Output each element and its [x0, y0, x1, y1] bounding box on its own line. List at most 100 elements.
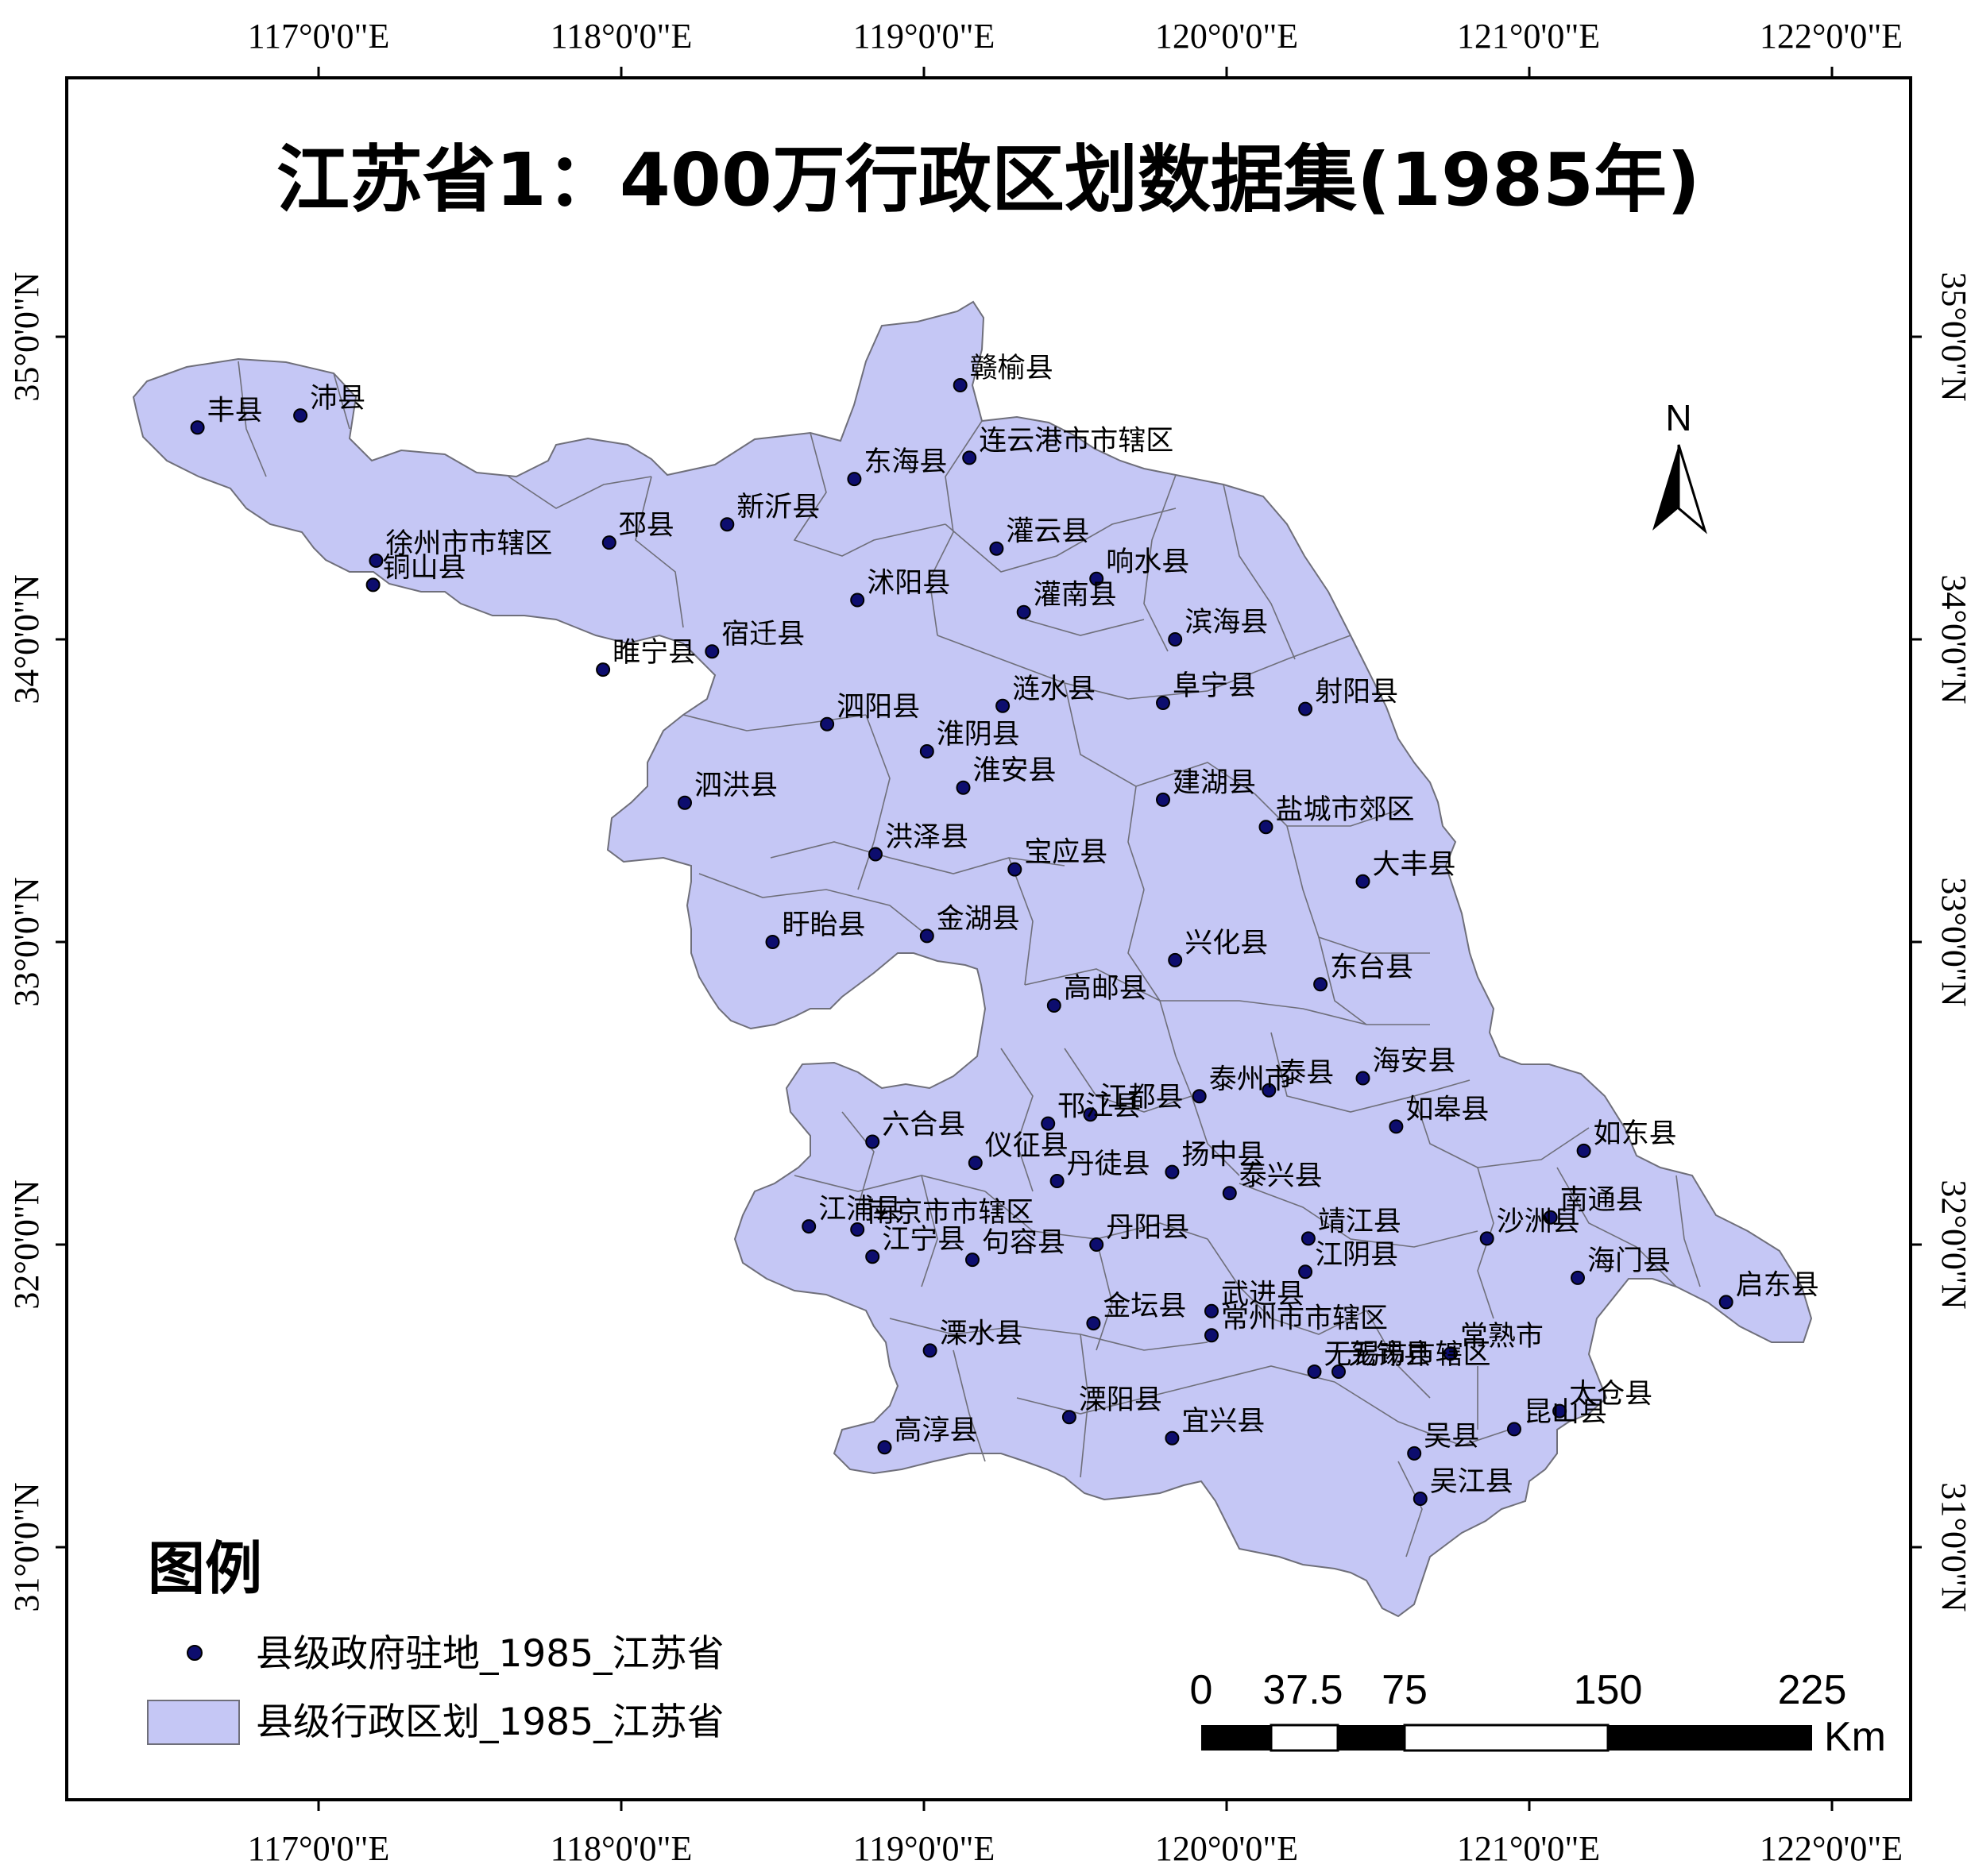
county-seat-label: 徐州市市辖区 — [385, 528, 552, 560]
county-seat-dot — [865, 1249, 880, 1264]
county-seat-label: 无锡市市辖区 — [1324, 1339, 1491, 1371]
county-seat-dot — [877, 1440, 892, 1455]
scale-seg-3 — [1338, 1725, 1405, 1751]
legend-point-label: 县级政府驻地_1985_江苏省 — [256, 1632, 725, 1676]
lon-label-118-bottom: 118°0'0"E — [551, 1829, 693, 1868]
county-boundary-line — [857, 714, 891, 890]
county-seat-label: 邳县 — [619, 510, 674, 542]
county-seat-dot — [1192, 1089, 1207, 1104]
county-seat-dot — [1086, 1316, 1101, 1331]
county-seat-label: 溧阳县 — [1079, 1384, 1162, 1416]
lon-label-122: 122°0'0"E — [1760, 17, 1903, 56]
county-seat-dot — [1307, 1365, 1322, 1379]
county-boundary-line — [1270, 1032, 1471, 1113]
legend: 图例 县级政府驻地_1985_江苏省 县级行政区划_1985_江苏省 — [147, 1535, 725, 1745]
county-seat-label: 铜山县 — [383, 552, 466, 584]
county-seat-dot — [965, 1253, 980, 1268]
county-boundary-line — [794, 1175, 986, 1192]
county-seat-label: 建湖县 — [1173, 767, 1256, 799]
county-seat-label: 常熟市 — [1460, 1321, 1544, 1353]
lon-label-118: 118°0'0"E — [551, 17, 693, 56]
county-seat-dot — [705, 644, 720, 659]
county-seat-label: 海门县 — [1587, 1245, 1671, 1277]
county-seat-dot — [1389, 1119, 1404, 1134]
county-seat-label: 盐城市郊区 — [1276, 794, 1415, 826]
county-seat-dot — [1443, 1346, 1458, 1361]
county-boundary-line — [889, 1318, 1208, 1351]
county-seat-dot — [1041, 1116, 1056, 1131]
county-seat-label: 东海县 — [864, 446, 947, 478]
north-arrow-icon — [1652, 444, 1707, 535]
county-seat-dot — [1046, 998, 1061, 1013]
lon-labels-bottom: 117°0'0"E 118°0'0"E 119°0'0"E 120°0'0"E … — [248, 1829, 1903, 1868]
county-seat-dot — [1355, 1071, 1370, 1086]
county-seat-label: 新沂县 — [736, 492, 820, 523]
county-seat-label: 泗洪县 — [694, 770, 778, 802]
county-boundary-line — [841, 1111, 875, 1208]
county-seat-dot — [1168, 632, 1183, 647]
lon-label-121: 121°0'0"E — [1457, 17, 1600, 56]
county-seat-dot — [919, 928, 934, 944]
county-boundary-line — [1143, 474, 1177, 652]
legend-point-symbol — [187, 1645, 203, 1661]
legend-title: 图例 — [148, 1535, 262, 1602]
county-seat-dot — [995, 698, 1011, 713]
lat-label-32: 32°0'0"N — [7, 1179, 46, 1309]
county-seat-dot — [1413, 1492, 1428, 1506]
county-seat-label: 淮安县 — [973, 755, 1057, 787]
county-seat-dot — [678, 795, 692, 810]
county-seat-label: 泰兴县 — [1239, 1160, 1323, 1192]
county-seat-dot — [1262, 1083, 1277, 1098]
county-boundary-line — [793, 432, 946, 557]
lat-label-32-right: 32°0'0"N — [1934, 1179, 1971, 1309]
county-seat-label: 高邮县 — [1064, 973, 1147, 1005]
county-seat-dot — [956, 780, 971, 795]
county-seat-dot — [720, 517, 735, 532]
scale-tick-0: 0 — [1190, 1667, 1213, 1713]
scale-tick-225: 225 — [1778, 1667, 1847, 1713]
county-seat-dot — [1007, 862, 1022, 877]
province-layer — [132, 300, 1813, 1618]
county-boundary-line — [1477, 1167, 1494, 1319]
county-boundary-line — [698, 873, 930, 938]
county-seat-label: 溧水县 — [940, 1318, 1023, 1349]
legend-polygon-symbol — [147, 1700, 240, 1745]
county-seat-label: 扬中县 — [1181, 1140, 1265, 1172]
lat-labels-right: 35°0'0"N 34°0'0"N 33°0'0"N 32°0'0"N 31°0… — [1934, 272, 1971, 1612]
county-seat-label: 洪泽县 — [885, 822, 968, 854]
county-boundary-line — [1397, 1461, 1423, 1558]
lat-labels-left: 35°0'0"N 34°0'0"N 33°0'0"N 32°0'0"N 31°0… — [7, 272, 46, 1612]
county-seat-label: 滨海县 — [1185, 607, 1268, 639]
county-seat-dot — [1016, 604, 1031, 620]
county-seat-label: 太仓县 — [1569, 1379, 1652, 1411]
county-seat-dot — [1479, 1231, 1494, 1246]
county-seat-label: 吴县 — [1424, 1421, 1479, 1453]
county-seat-dot — [989, 541, 1004, 556]
county-boundary-line — [682, 714, 867, 731]
county-seat-dot — [1507, 1422, 1521, 1437]
county-seat-label: 宿迁县 — [721, 619, 805, 650]
county-seat-dot — [1083, 1107, 1098, 1122]
county-seat-dot — [1718, 1295, 1733, 1310]
county-seat-label: 南京市市辖区 — [867, 1197, 1034, 1229]
county-seat-dot — [765, 935, 780, 949]
scale-unit: Km — [1824, 1714, 1886, 1760]
county-boundary-line — [929, 420, 983, 636]
county-seat-label: 射阳县 — [1315, 677, 1398, 708]
lon-label-120-bottom: 120°0'0"E — [1155, 1829, 1298, 1868]
county-seat-dot — [850, 1222, 865, 1237]
county-seat-dot — [1298, 1264, 1313, 1280]
county-seat-label: 吴江县 — [1430, 1466, 1513, 1498]
county-seat-label: 无锡县 — [1348, 1339, 1432, 1371]
county-boundary-line — [1334, 1381, 1510, 1446]
county-boundary-line — [1024, 619, 1145, 636]
county-seat-dot — [1298, 701, 1313, 716]
county-seat-label: 沙洲县 — [1497, 1206, 1580, 1237]
county-seat-label: 南通县 — [1560, 1185, 1644, 1217]
county-seat-label: 灌南县 — [1034, 580, 1117, 612]
county-seat-label: 兴化县 — [1185, 928, 1268, 959]
county-seat-dot — [868, 847, 883, 862]
scale-seg-5 — [1608, 1725, 1812, 1751]
county-seat-label: 阜宁县 — [1173, 670, 1256, 702]
county-seat-dot — [1089, 1237, 1104, 1252]
